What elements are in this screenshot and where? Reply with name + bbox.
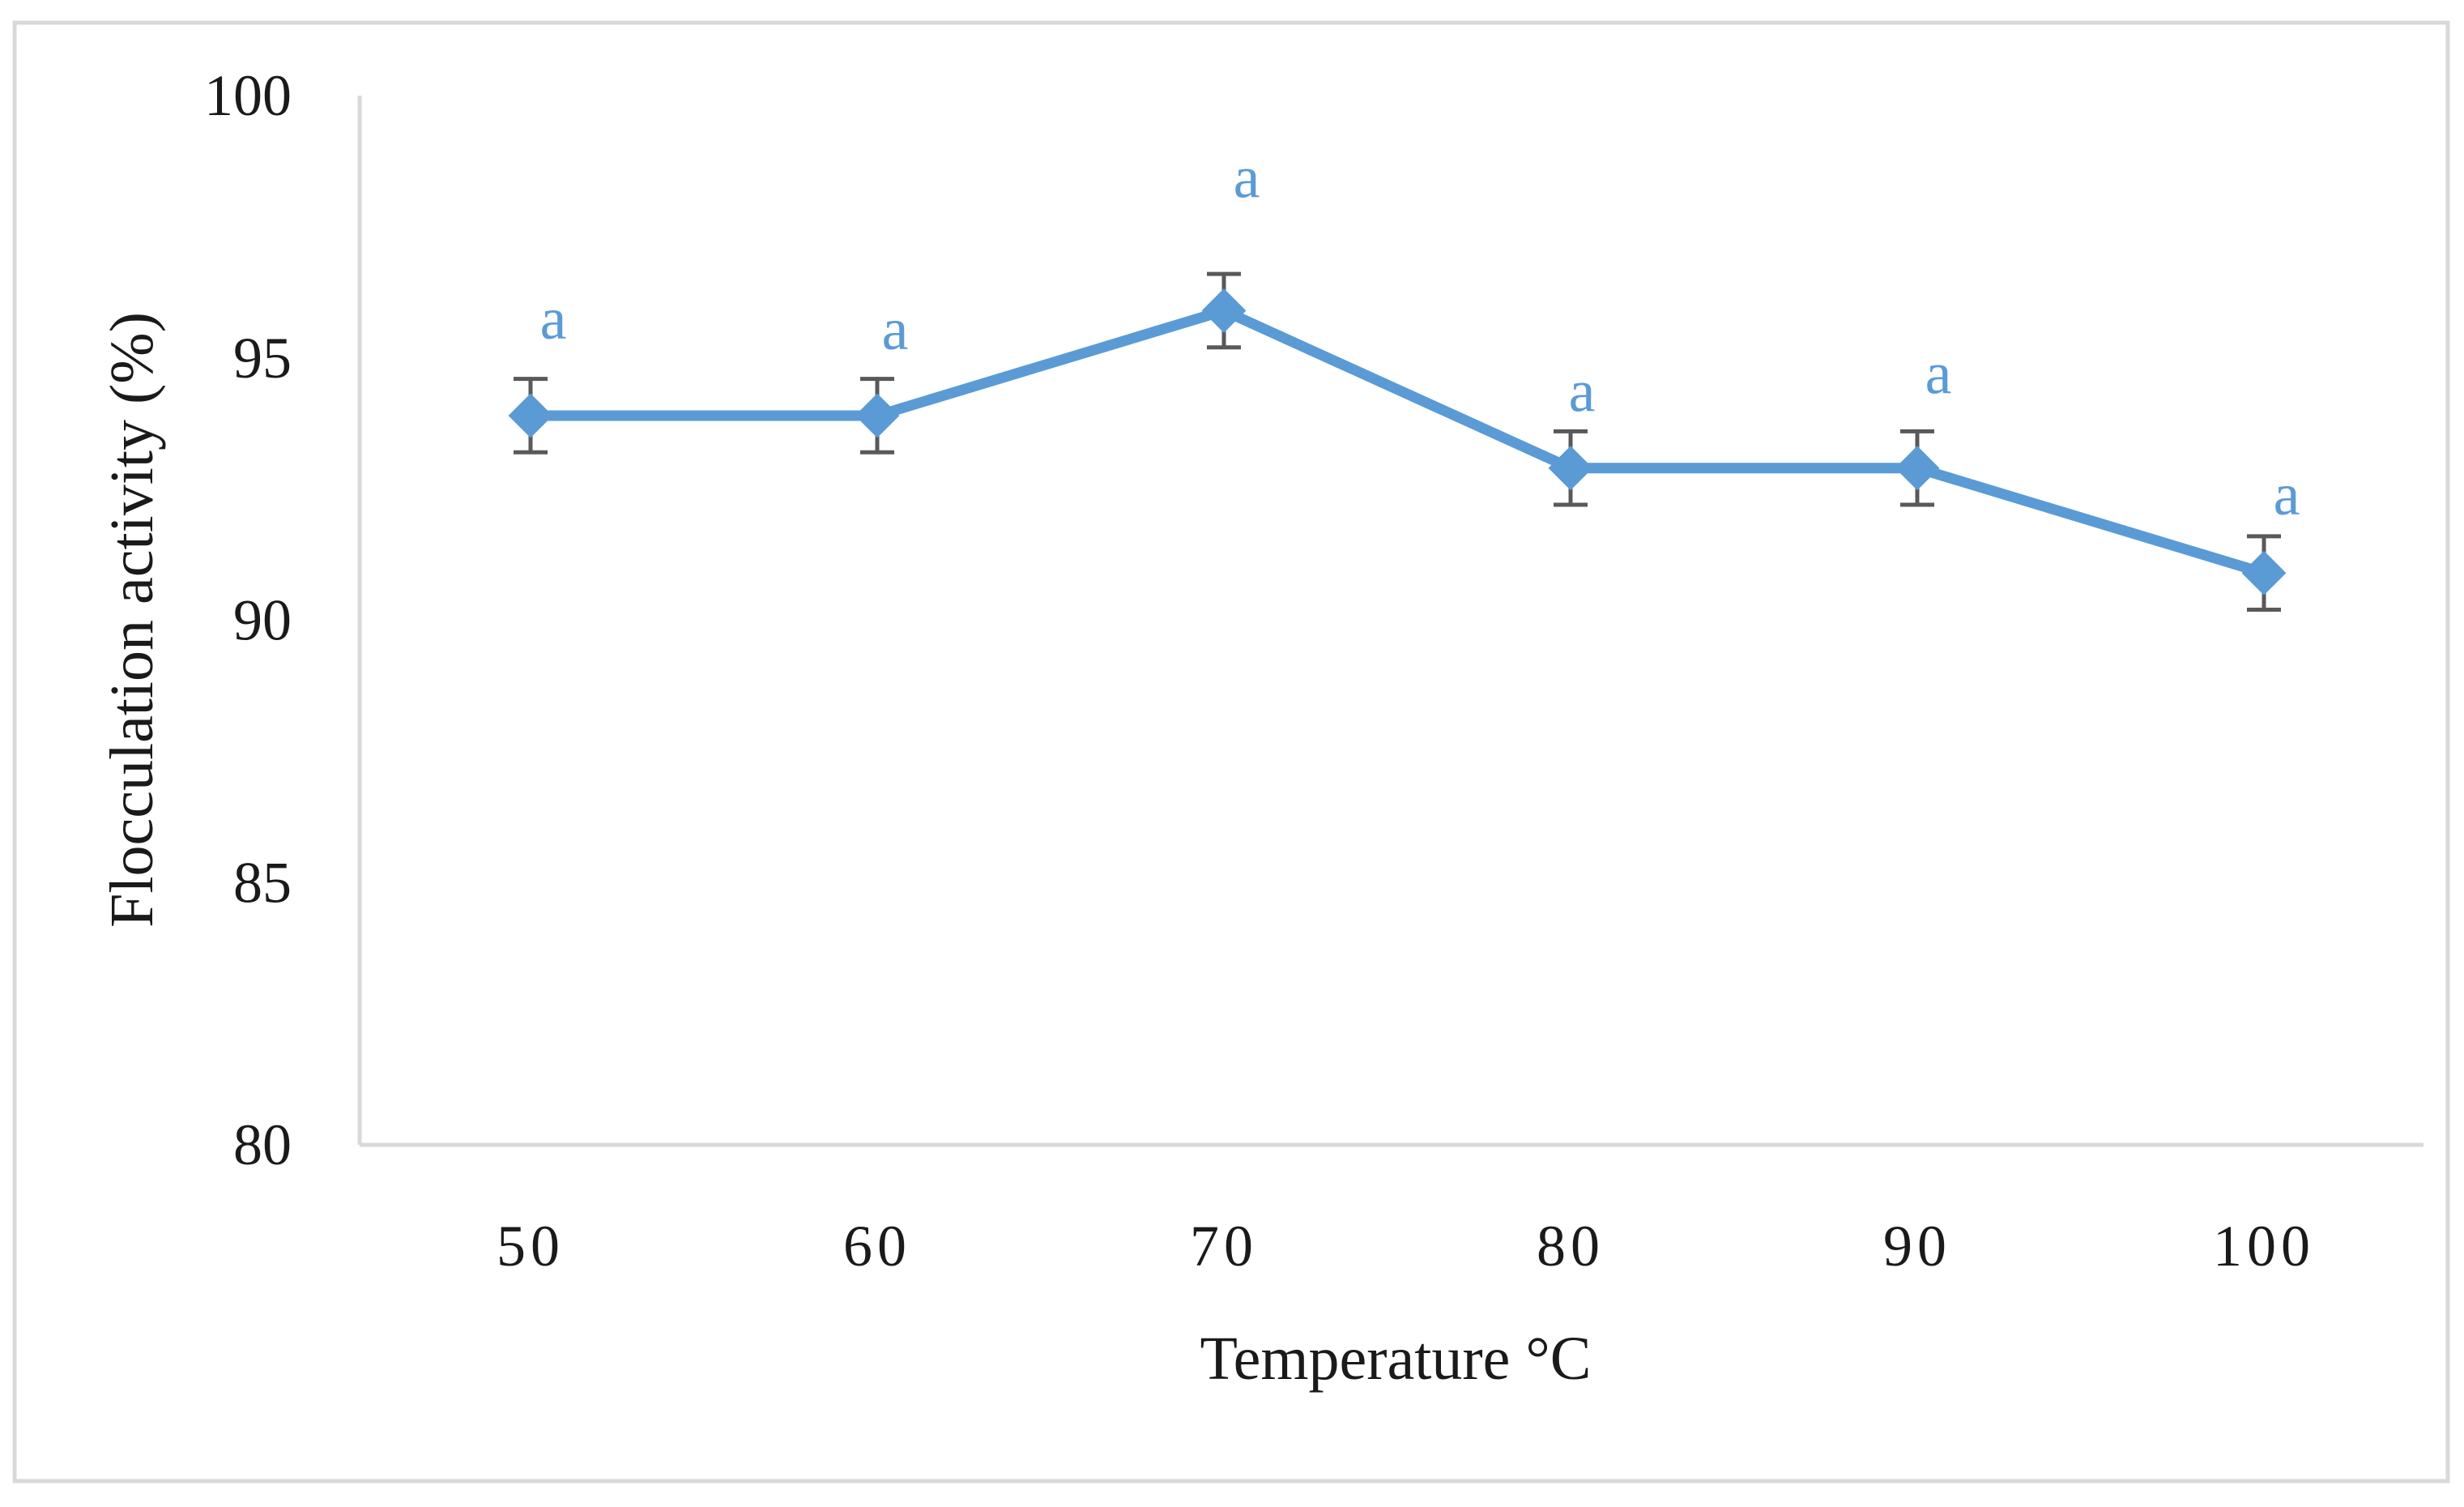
data-point <box>2241 550 2287 596</box>
x-axis-title: Temperature °C <box>1200 1325 1592 1393</box>
data-point <box>508 393 553 438</box>
significance-label: a <box>1925 341 1952 408</box>
significance-label: a <box>1234 144 1260 211</box>
series-line <box>531 305 2266 578</box>
y-tick-label: 80 <box>233 1112 292 1177</box>
x-tick-label: 50 <box>497 1214 565 1279</box>
x-tick-label: 80 <box>1537 1214 1605 1279</box>
significance-label: a <box>2274 462 2300 528</box>
significance-labels: a a a a a a <box>540 144 2300 528</box>
data-point <box>855 393 900 438</box>
x-tick-label: 70 <box>1190 1214 1258 1279</box>
data-point <box>1201 288 1247 333</box>
x-tick-label: 100 <box>2213 1214 2315 1279</box>
y-tick-label: 95 <box>233 326 292 391</box>
y-tick-label: 85 <box>233 850 292 915</box>
x-axis: 50 60 70 80 90 100 <box>497 1214 2315 1279</box>
significance-label: a <box>882 297 909 363</box>
data-point <box>1895 446 1940 491</box>
chart-border <box>12 20 2450 1484</box>
x-tick-label: 60 <box>843 1214 911 1279</box>
data-point <box>1548 446 1593 491</box>
y-tick-label: 90 <box>233 588 292 653</box>
significance-label: a <box>1569 359 1596 425</box>
data-markers <box>508 288 2287 596</box>
y-axis-title: Flocculation activity (%) <box>98 312 166 928</box>
x-tick-label: 90 <box>1883 1214 1951 1279</box>
significance-label: a <box>540 286 567 352</box>
y-axis: 80 85 90 95 100 <box>204 63 292 1177</box>
y-tick-label: 100 <box>204 63 292 128</box>
